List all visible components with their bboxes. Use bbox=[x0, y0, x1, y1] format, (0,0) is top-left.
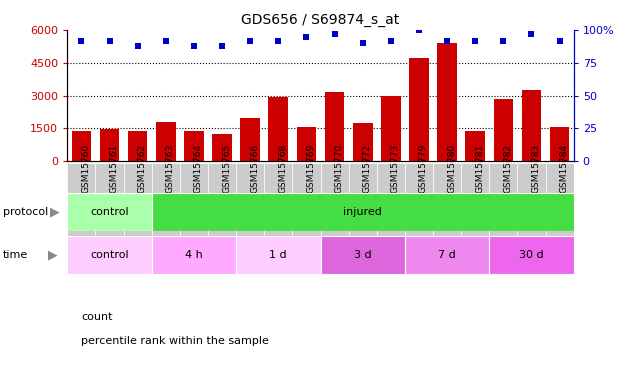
Text: GSM15768: GSM15768 bbox=[278, 144, 287, 193]
Bar bbox=[297, 127, 316, 161]
Text: GSM15770: GSM15770 bbox=[335, 144, 344, 193]
Point bbox=[273, 38, 283, 44]
Text: GSM15769: GSM15769 bbox=[306, 144, 315, 193]
Text: GSM15766: GSM15766 bbox=[250, 144, 259, 193]
Point bbox=[442, 38, 453, 44]
Bar bbox=[405, 163, 433, 272]
Bar bbox=[489, 163, 517, 272]
Bar bbox=[522, 90, 542, 161]
Bar bbox=[184, 131, 204, 161]
Point bbox=[470, 38, 480, 44]
Point bbox=[133, 43, 143, 49]
Text: GSM15780: GSM15780 bbox=[447, 144, 456, 193]
Bar bbox=[99, 129, 119, 161]
Text: GDS656 / S69874_s_at: GDS656 / S69874_s_at bbox=[242, 13, 399, 27]
Point bbox=[526, 31, 537, 37]
Bar bbox=[152, 236, 236, 274]
Text: GSM15765: GSM15765 bbox=[222, 144, 231, 193]
Point bbox=[217, 43, 227, 49]
Bar bbox=[545, 163, 574, 272]
Bar bbox=[67, 193, 152, 231]
Bar bbox=[128, 131, 147, 161]
Bar bbox=[405, 236, 489, 274]
Point bbox=[245, 38, 255, 44]
Text: 7 d: 7 d bbox=[438, 250, 456, 260]
Bar bbox=[96, 163, 124, 272]
Bar bbox=[353, 123, 372, 161]
Text: 1 d: 1 d bbox=[269, 250, 287, 260]
Bar bbox=[180, 163, 208, 272]
Bar bbox=[67, 163, 96, 272]
Text: GSM15781: GSM15781 bbox=[475, 144, 484, 193]
Bar bbox=[377, 163, 405, 272]
Point bbox=[161, 38, 171, 44]
Text: GSM15763: GSM15763 bbox=[166, 144, 175, 193]
Text: GSM15784: GSM15784 bbox=[560, 144, 569, 193]
Text: GSM15764: GSM15764 bbox=[194, 144, 203, 193]
Bar bbox=[124, 163, 152, 272]
Point bbox=[188, 43, 199, 49]
Text: count: count bbox=[81, 312, 113, 322]
Bar bbox=[437, 43, 457, 161]
Text: GSM15783: GSM15783 bbox=[531, 144, 540, 193]
Text: 4 h: 4 h bbox=[185, 250, 203, 260]
Text: 30 d: 30 d bbox=[519, 250, 544, 260]
Bar bbox=[208, 163, 236, 272]
Text: GSM15772: GSM15772 bbox=[363, 144, 372, 193]
Text: GSM15761: GSM15761 bbox=[110, 144, 119, 193]
Bar bbox=[152, 163, 180, 272]
Text: percentile rank within the sample: percentile rank within the sample bbox=[81, 336, 269, 346]
Bar bbox=[381, 96, 401, 161]
Text: GSM15773: GSM15773 bbox=[391, 144, 400, 193]
Text: ▶: ▶ bbox=[47, 249, 58, 261]
Bar bbox=[67, 236, 152, 274]
Point bbox=[386, 38, 396, 44]
Bar bbox=[409, 58, 429, 161]
Bar bbox=[269, 97, 288, 161]
Bar bbox=[461, 163, 489, 272]
Point bbox=[498, 38, 508, 44]
Point bbox=[554, 38, 565, 44]
Text: ▶: ▶ bbox=[49, 206, 60, 218]
Text: control: control bbox=[90, 207, 129, 217]
Point bbox=[414, 27, 424, 33]
Bar bbox=[433, 163, 461, 272]
Bar bbox=[489, 236, 574, 274]
Bar bbox=[152, 193, 574, 231]
Point bbox=[104, 38, 115, 44]
Point bbox=[301, 34, 312, 40]
Bar bbox=[320, 163, 349, 272]
Bar bbox=[292, 163, 320, 272]
Point bbox=[329, 31, 340, 37]
Text: GSM15760: GSM15760 bbox=[81, 144, 90, 193]
Bar bbox=[465, 130, 485, 161]
Text: time: time bbox=[3, 250, 28, 260]
Bar bbox=[325, 92, 344, 161]
Text: injured: injured bbox=[344, 207, 382, 217]
Bar bbox=[517, 163, 545, 272]
Text: control: control bbox=[90, 250, 129, 260]
Bar bbox=[156, 122, 176, 161]
Bar bbox=[494, 99, 513, 161]
Bar bbox=[320, 236, 405, 274]
Text: GSM15779: GSM15779 bbox=[419, 144, 428, 193]
Point bbox=[358, 40, 368, 46]
Bar bbox=[264, 163, 292, 272]
Text: 3 d: 3 d bbox=[354, 250, 372, 260]
Bar bbox=[349, 163, 377, 272]
Text: GSM15762: GSM15762 bbox=[138, 144, 147, 193]
Bar bbox=[240, 118, 260, 161]
Bar bbox=[72, 131, 91, 161]
Text: GSM15782: GSM15782 bbox=[503, 144, 512, 193]
Point bbox=[76, 38, 87, 44]
Bar bbox=[550, 127, 569, 161]
Text: protocol: protocol bbox=[3, 207, 49, 217]
Bar bbox=[236, 236, 320, 274]
Bar bbox=[236, 163, 264, 272]
Bar bbox=[212, 134, 232, 161]
